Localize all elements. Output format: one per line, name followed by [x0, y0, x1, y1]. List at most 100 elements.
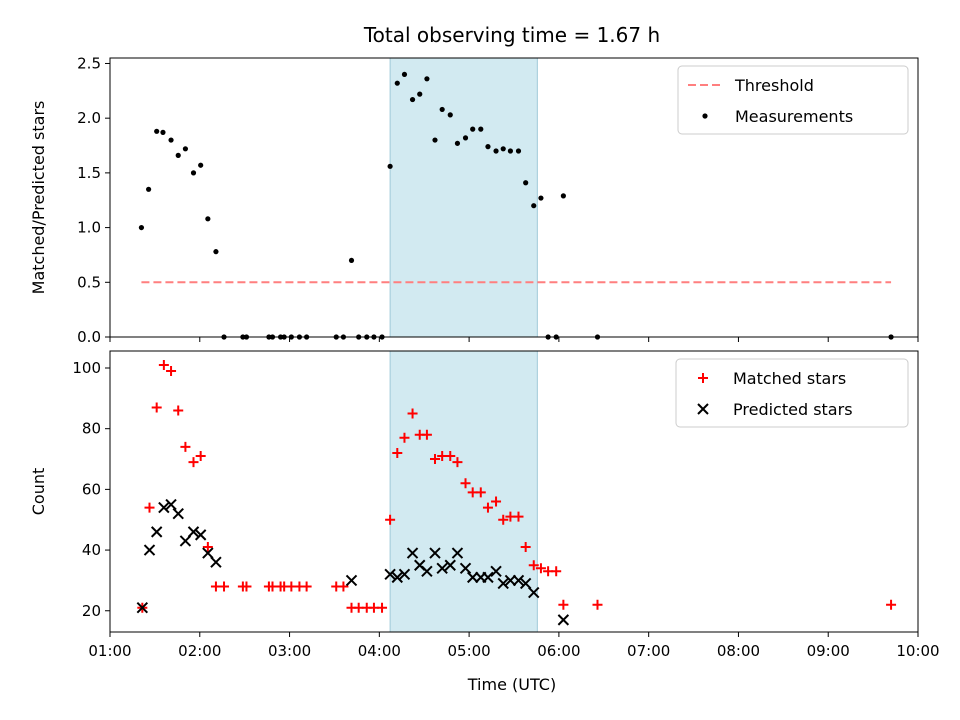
data-point: [498, 514, 509, 525]
data-point: [345, 574, 358, 587]
data-point: [557, 614, 570, 626]
data-point: [166, 366, 177, 377]
data-point: [478, 126, 484, 132]
data-point: [175, 152, 181, 158]
data-point: [160, 129, 166, 135]
data-point: [432, 137, 438, 143]
x-tick-label: 05:00: [447, 642, 490, 660]
panel-ratio: 0.0 0.5 1.0 1.5 2.0 2.5 Matched/Predicted star…: [29, 54, 919, 346]
x-tick-label: 03:00: [268, 642, 311, 660]
data-point: [470, 126, 476, 132]
data-point: [172, 507, 184, 520]
data-point: [154, 128, 160, 134]
legend-label: Measurements: [735, 107, 853, 126]
y-tick-label: 2.5: [77, 54, 101, 72]
data-point: [512, 574, 525, 587]
legend-box: [677, 65, 909, 135]
data-point: [409, 96, 416, 103]
data-point: [429, 454, 440, 465]
data-point: [558, 599, 569, 610]
axes-frame: [109, 350, 919, 633]
data-point: [158, 501, 170, 514]
x-tick-label: 01:00: [88, 642, 131, 660]
y-axis-label: Matched/Predicted stars: [29, 101, 48, 295]
data-point: [592, 599, 603, 610]
data-point: [482, 571, 494, 584]
data-point: [538, 195, 544, 201]
data-point: [168, 137, 174, 143]
y-tick-label: 80: [82, 420, 101, 438]
data-point: [507, 148, 514, 154]
data-point: [384, 568, 396, 581]
data-point: [515, 148, 522, 154]
data-point: [398, 568, 411, 581]
series-matched-stars: [137, 359, 897, 613]
data-point: [551, 566, 562, 577]
y-tick-label: 100: [72, 359, 101, 377]
data-point: [136, 602, 149, 614]
data-point: [401, 71, 408, 78]
x-tick-label: 10:00: [896, 642, 939, 660]
data-point: [523, 180, 529, 186]
y-tick-label: 2.0: [77, 109, 101, 127]
data-point: [190, 170, 197, 176]
data-point: [493, 148, 499, 154]
series-measurements: [138, 71, 894, 340]
data-point: [520, 542, 531, 553]
y-tick-label: 20: [82, 602, 101, 620]
data-point: [491, 496, 502, 507]
data-point: [387, 163, 393, 169]
data-point: [394, 80, 400, 86]
data-point: [439, 106, 445, 113]
panel-count: 01:00 02:00 03:00 04:00 05:00 06:00 07:00 08:00…: [29, 350, 940, 660]
legend-label: Predicted stars: [733, 400, 853, 419]
data-point: [531, 203, 537, 209]
legend-label: Threshold: [734, 76, 814, 95]
x-tick-label: 07:00: [627, 642, 670, 660]
data-point: [459, 562, 472, 574]
data-point: [194, 529, 207, 541]
data-point: [182, 146, 189, 152]
data-point: [886, 599, 897, 610]
data-point: [535, 563, 546, 574]
legend-box: [675, 358, 909, 428]
data-point: [560, 193, 566, 199]
data-point: [150, 526, 163, 538]
data-point: [528, 560, 539, 571]
data-point: [406, 547, 419, 559]
data-point: [451, 547, 464, 559]
x-axis-label: Time (UTC): [467, 675, 556, 694]
data-point: [454, 140, 461, 146]
chart-title: Total observing time = 1.67 h: [363, 23, 660, 47]
data-point: [392, 447, 403, 458]
data-point: [202, 542, 213, 553]
legend-swatch: [698, 373, 708, 383]
data-point: [485, 144, 491, 150]
data-point: [146, 186, 152, 192]
data-point: [497, 577, 509, 590]
panels: 0.0 0.5 1.0 1.5 2.0 2.5 Matched/Predicted star…: [29, 54, 940, 660]
x-tick-label: 09:00: [807, 642, 850, 660]
data-point: [444, 559, 456, 571]
data-point: [399, 432, 410, 443]
data-point: [445, 450, 456, 461]
data-point: [144, 502, 155, 513]
legend-swatch: [702, 113, 708, 119]
data-point: [179, 535, 192, 547]
data-point: [452, 457, 463, 468]
data-point: [519, 577, 532, 590]
data-point: [500, 146, 506, 152]
x-tick-label: 06:00: [537, 642, 580, 660]
data-point: [241, 581, 252, 592]
data-point: [348, 257, 355, 264]
legend: Threshold Measurements: [677, 65, 909, 135]
data-point: [180, 441, 191, 452]
y-tick-label: 1.0: [77, 219, 101, 237]
data-point: [513, 511, 524, 522]
data-point: [205, 216, 211, 222]
data-point: [213, 249, 219, 255]
data-point: [462, 135, 469, 141]
data-point: [143, 544, 156, 556]
data-point: [377, 602, 388, 613]
